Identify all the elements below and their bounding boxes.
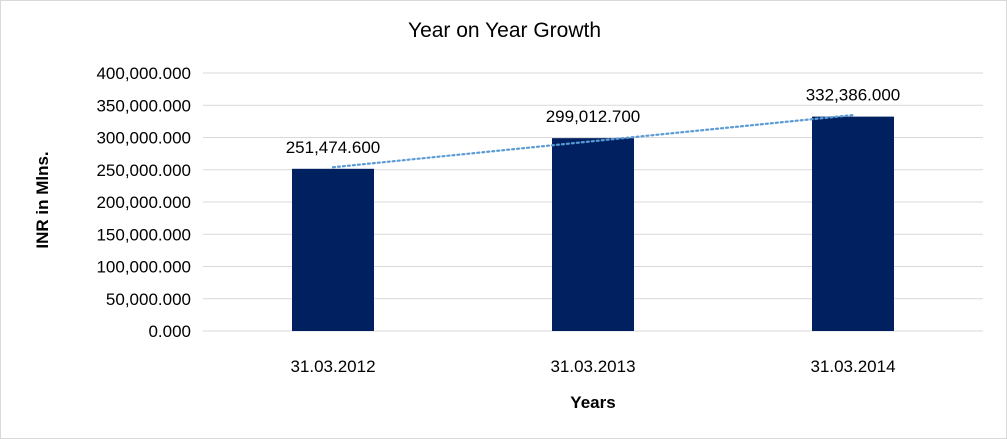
- x-axis-label: Years: [570, 393, 616, 412]
- bar: [552, 138, 634, 331]
- y-tick-label: 300,000.000: [96, 129, 191, 148]
- y-tick-label: 250,000.000: [96, 161, 191, 180]
- trendline: [331, 113, 855, 169]
- y-tick-label: 150,000.000: [96, 225, 191, 244]
- y-tick-label: 400,000.000: [96, 64, 191, 83]
- y-tick-label: 50,000.000: [106, 290, 191, 309]
- y-tick-label: 350,000.000: [96, 96, 191, 115]
- y-tick-label: 0.000: [148, 322, 191, 341]
- bar: [812, 116, 894, 332]
- x-tick-label: 31.03.2013: [550, 357, 635, 376]
- data-label: 251,474.600: [286, 138, 381, 157]
- x-tick-label: 31.03.2014: [810, 357, 895, 376]
- chart-title: Year on Year Growth: [407, 19, 602, 42]
- y-tick-label: 100,000.000: [96, 258, 191, 277]
- x-tick-label: 31.03.2012: [290, 357, 375, 376]
- data-label: 299,012.700: [546, 107, 641, 126]
- y-tick-label: 200,000.000: [96, 193, 191, 212]
- data-label: 332,386.000: [806, 86, 901, 105]
- bar: [292, 168, 374, 331]
